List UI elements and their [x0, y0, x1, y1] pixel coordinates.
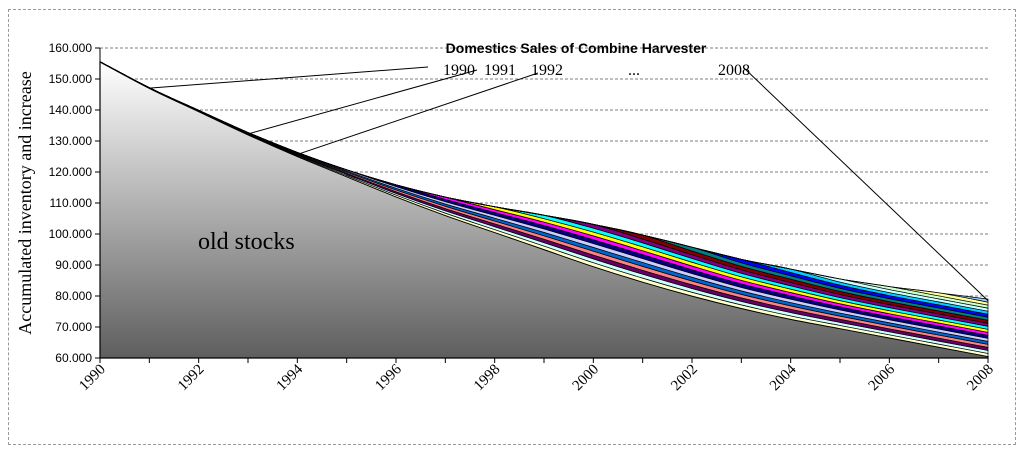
x-tick-label: 2002	[668, 362, 701, 395]
chart-title: Domestics Sales of Combine Harvester	[446, 40, 707, 56]
y-tick-label: 70.000	[55, 320, 92, 334]
x-tick-label: 1996	[372, 361, 405, 394]
x-tick-label: 1992	[175, 362, 208, 395]
legend-leader-line	[743, 67, 989, 301]
legend-leader-line	[297, 72, 539, 155]
y-tick-label: 120.000	[49, 165, 93, 179]
y-tick-label: 90.000	[55, 258, 92, 272]
legend-label-2008: 2008	[718, 62, 750, 79]
y-tick-label: 110.000	[50, 196, 93, 210]
area-series	[99, 60, 989, 359]
x-tick-label: 1998	[471, 362, 504, 395]
area-cohort-2008	[99, 61, 989, 303]
annotations: old stocks	[198, 229, 295, 255]
x-tick-label: 2006	[866, 361, 899, 394]
x-tick-label: 2008	[964, 362, 997, 395]
old-stocks-label: old stocks	[198, 229, 295, 255]
y-tick-label: 130.000	[49, 134, 93, 148]
legend-label-1990: 1990	[443, 62, 475, 79]
x-tick-label: 2000	[570, 362, 603, 395]
legend-label-1991: 1991	[484, 62, 516, 79]
y-axis-title: Accumulated inventory and increase	[15, 71, 35, 334]
legend-label-ellipsis: ...	[628, 62, 640, 79]
title-group: Domestics Sales of Combine Harvester	[446, 40, 707, 56]
x-tick-label: 1990	[76, 362, 109, 395]
legend-callouts: 1990 1991 1992... 2008	[149, 62, 989, 301]
x-tick-label: 1994	[274, 361, 307, 394]
legend-label-1992: 1992	[531, 62, 563, 79]
legend-leader-line	[149, 66, 429, 89]
y-tick-label: 150.000	[49, 72, 93, 86]
y-tick-label: 140.000	[49, 103, 93, 117]
y-tick-label: 80.000	[55, 289, 92, 303]
x-tick-label: 2004	[767, 361, 800, 394]
y-tick-label: 100.000	[49, 227, 93, 241]
chart-frame	[8, 9, 1016, 445]
legend-leader-line	[247, 69, 478, 135]
y-tick-label: 60.000	[55, 351, 92, 365]
y-tick-label: 160.000	[49, 41, 93, 55]
axes	[95, 47, 989, 363]
